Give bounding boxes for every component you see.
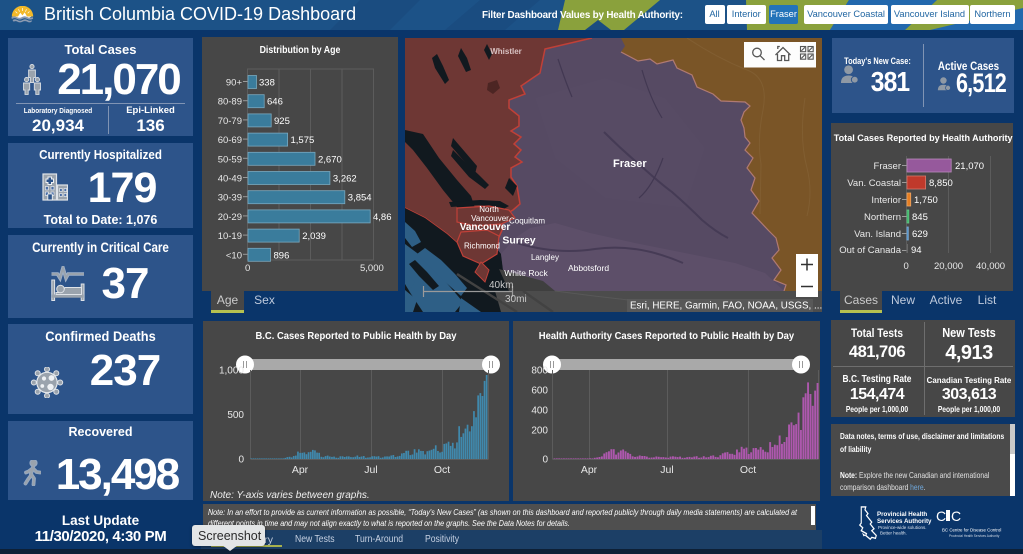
svg-text:Apr: Apr xyxy=(292,464,309,476)
svg-text:Oct: Oct xyxy=(434,464,450,476)
svg-text:925: 925 xyxy=(274,116,290,127)
svg-text:5,000: 5,000 xyxy=(360,263,384,274)
svg-text:Apr: Apr xyxy=(581,464,598,476)
svg-text:Northern: Northern xyxy=(864,212,901,223)
svg-text:<10: <10 xyxy=(226,250,242,261)
svg-text:Province-wide solutions.: Province-wide solutions. xyxy=(878,525,927,530)
svg-text:Jul: Jul xyxy=(364,464,377,476)
svg-text:40km: 40km xyxy=(489,280,513,291)
svg-text:Provincial Health: Provincial Health xyxy=(877,511,927,518)
svg-text:4,86: 4,86 xyxy=(373,212,392,223)
svg-text:C: C xyxy=(936,508,946,524)
svg-text:30-39: 30-39 xyxy=(218,193,242,204)
svg-text:40,000: 40,000 xyxy=(976,261,1005,272)
svg-text:21,070: 21,070 xyxy=(955,161,984,172)
svg-text:Esri, HERE, Garmin, FAO, NOAA,: Esri, HERE, Garmin, FAO, NOAA, USGS, ... xyxy=(630,301,822,312)
svg-text:Whistler: Whistler xyxy=(490,47,522,56)
svg-text:20,000: 20,000 xyxy=(934,261,963,272)
svg-text:Vancouver: Vancouver xyxy=(460,222,511,233)
svg-text:Surrey: Surrey xyxy=(502,235,535,247)
svg-text:94: 94 xyxy=(911,245,922,256)
svg-text:1,575: 1,575 xyxy=(291,135,315,146)
svg-text:8,850: 8,850 xyxy=(929,178,953,189)
svg-text:Jul: Jul xyxy=(660,464,673,476)
svg-text:Fraser: Fraser xyxy=(874,161,901,172)
svg-text:Abbotsford: Abbotsford xyxy=(568,263,609,273)
svg-text:500: 500 xyxy=(227,410,244,421)
svg-text:10-19: 10-19 xyxy=(218,231,242,242)
svg-text:BC Centre for Disease Control: BC Centre for Disease Control xyxy=(942,528,1001,533)
svg-text:Langley: Langley xyxy=(531,253,559,262)
svg-text:50-59: 50-59 xyxy=(218,154,242,165)
svg-text:Vancouver: Vancouver xyxy=(471,214,509,223)
svg-text:Interior: Interior xyxy=(871,195,901,206)
svg-text:0: 0 xyxy=(245,263,250,274)
svg-text:White Rock: White Rock xyxy=(504,268,548,278)
svg-text:Richmond: Richmond xyxy=(464,242,500,251)
svg-text:Van. Coastal: Van. Coastal xyxy=(847,178,901,189)
svg-text:Out of Canada: Out of Canada xyxy=(839,245,902,256)
svg-text:646: 646 xyxy=(267,97,283,108)
svg-text:3,262: 3,262 xyxy=(333,174,357,185)
svg-text:90+: 90+ xyxy=(226,78,243,89)
svg-text:Fraser: Fraser xyxy=(613,158,647,170)
svg-text:896: 896 xyxy=(274,250,290,261)
svg-text:845: 845 xyxy=(912,212,928,223)
svg-text:C: C xyxy=(951,508,961,524)
svg-text:Provincial Health Services Aut: Provincial Health Services Authority xyxy=(949,534,1000,538)
svg-text:0: 0 xyxy=(238,455,244,466)
svg-text:629: 629 xyxy=(912,229,928,240)
svg-text:2,039: 2,039 xyxy=(302,231,326,242)
svg-text:600: 600 xyxy=(531,386,548,397)
svg-text:2,670: 2,670 xyxy=(318,154,342,165)
svg-text:1,000: 1,000 xyxy=(219,366,244,377)
svg-text:Coquitlam: Coquitlam xyxy=(509,217,545,226)
svg-text:North: North xyxy=(479,205,499,214)
svg-text:70-79: 70-79 xyxy=(218,116,242,127)
svg-text:Oct: Oct xyxy=(740,464,756,476)
svg-text:0: 0 xyxy=(542,455,548,466)
svg-text:338: 338 xyxy=(259,78,275,89)
svg-text:40-49: 40-49 xyxy=(218,174,242,185)
svg-text:0: 0 xyxy=(904,261,909,272)
svg-text:20-29: 20-29 xyxy=(218,212,242,223)
svg-text:Van. Island: Van. Island xyxy=(854,229,901,240)
svg-text:Services Authority: Services Authority xyxy=(877,518,932,525)
svg-text:1,750: 1,750 xyxy=(914,195,938,206)
svg-text:200: 200 xyxy=(531,426,548,437)
svg-text:800: 800 xyxy=(531,366,548,377)
svg-text:30mi: 30mi xyxy=(505,294,527,305)
svg-text:Better health.: Better health. xyxy=(880,531,907,536)
svg-text:3,854: 3,854 xyxy=(348,193,372,204)
svg-text:80-89: 80-89 xyxy=(218,97,242,108)
svg-text:60-69: 60-69 xyxy=(218,135,242,146)
svg-text:400: 400 xyxy=(531,406,548,417)
